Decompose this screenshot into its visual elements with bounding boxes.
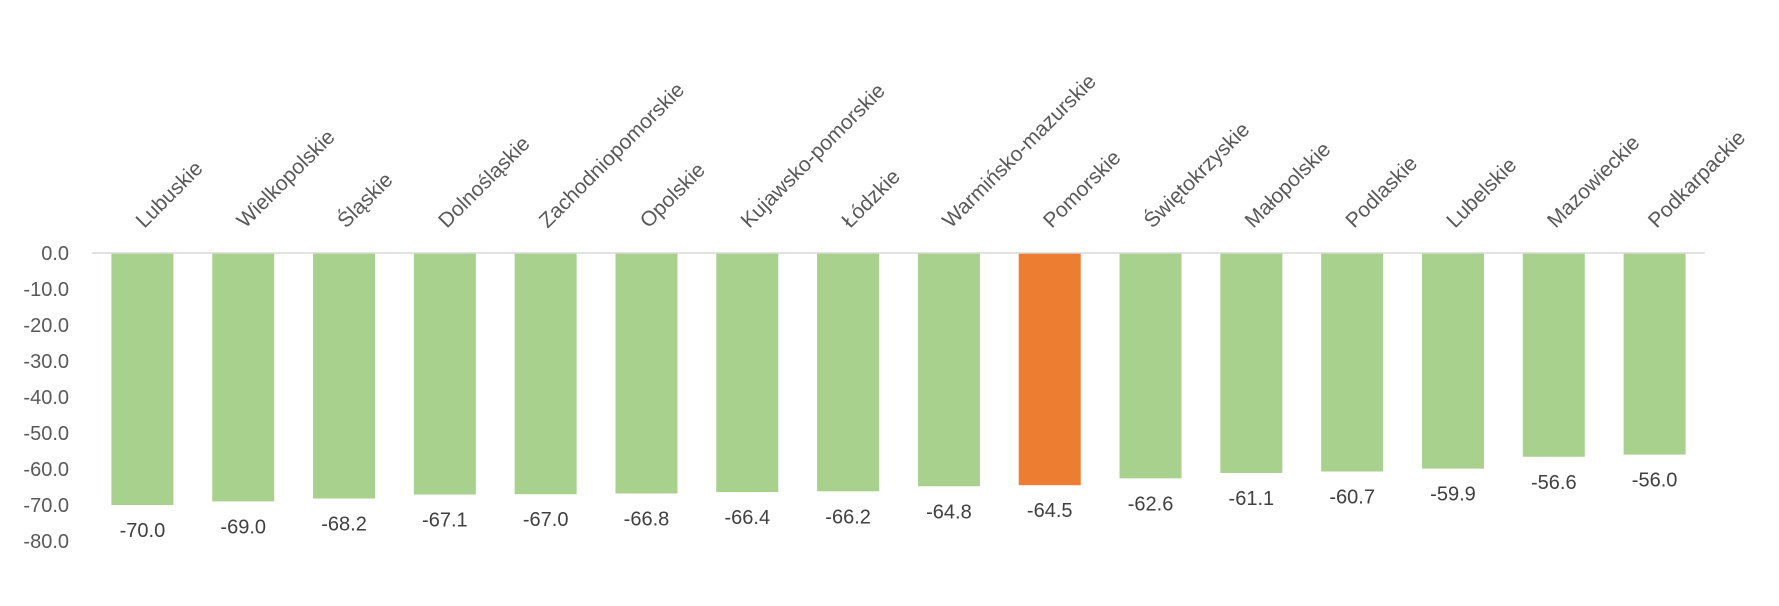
data-label: -66.4: [724, 507, 770, 529]
bar-6: [716, 253, 779, 493]
data-label: -67.0: [523, 509, 569, 531]
bar-1: [212, 253, 275, 502]
bar-13: [1421, 253, 1484, 469]
category-label: Małopolskie: [1241, 138, 1336, 233]
y-tick-label: -30.0: [23, 351, 69, 373]
data-label: -66.2: [825, 506, 871, 528]
bar-12: [1321, 253, 1384, 472]
y-tick-label: 0.0: [41, 243, 69, 265]
category-label: Świętokrzyskie: [1139, 117, 1254, 232]
data-label: -70.0: [120, 520, 166, 542]
y-axis: 0.0 -10.0 -20.0 -30.0 -40.0 -50.0 -60.0 -70.0 -8…: [23, 243, 69, 553]
bar-5: [615, 253, 678, 494]
category-label: Łódzkie: [837, 165, 904, 232]
category-label: Lubelskie: [1442, 154, 1521, 233]
bar-8: [917, 253, 980, 487]
data-label: -59.9: [1430, 484, 1476, 506]
category-label: Dolnośląskie: [434, 132, 534, 232]
category-label: Lubuskie: [132, 157, 208, 233]
category-label: Wielkopolskie: [232, 125, 339, 232]
data-label: -61.1: [1229, 488, 1275, 510]
category-label: Śląskie: [333, 168, 398, 233]
bars-group: [111, 253, 1686, 505]
category-label: Podkarpackie: [1644, 126, 1750, 232]
y-tick-label: -70.0: [23, 495, 69, 517]
data-label: -56.0: [1632, 470, 1678, 492]
data-label: -64.8: [926, 501, 972, 523]
bar-11: [1220, 253, 1283, 473]
bar-2: [313, 253, 376, 499]
bar-4: [514, 253, 577, 495]
data-label: -68.2: [321, 514, 367, 536]
bar-10: [1119, 253, 1182, 479]
data-labels-group: -70.0 -69.0 -68.2 -67.1 -67.0 -66.8 -66.4 -66.2…: [120, 470, 1678, 542]
y-tick-label: -60.0: [23, 459, 69, 481]
bar-15: [1623, 253, 1686, 455]
data-label: -67.1: [422, 510, 468, 532]
category-label: Opolskie: [636, 158, 710, 232]
y-tick-label: -20.0: [23, 315, 69, 337]
bar-9: [1018, 253, 1081, 486]
y-tick-label: -40.0: [23, 387, 69, 409]
category-label: Mazowieckie: [1543, 131, 1644, 232]
bar-3: [413, 253, 476, 495]
y-tick-label: -50.0: [23, 423, 69, 445]
data-label: -56.6: [1531, 472, 1577, 494]
y-tick-label: -10.0: [23, 279, 69, 301]
data-label: -69.0: [220, 516, 266, 538]
data-label: -62.6: [1128, 493, 1174, 515]
bar-7: [817, 253, 880, 492]
data-label: -66.8: [624, 508, 670, 530]
bar-0: [111, 253, 174, 505]
y-tick-label: -80.0: [23, 531, 69, 553]
category-label: Pomorskie: [1039, 146, 1125, 232]
data-label: -60.7: [1329, 487, 1375, 509]
data-label: -64.5: [1027, 500, 1073, 522]
bar-14: [1522, 253, 1585, 457]
category-label: Podlaskie: [1341, 152, 1422, 233]
